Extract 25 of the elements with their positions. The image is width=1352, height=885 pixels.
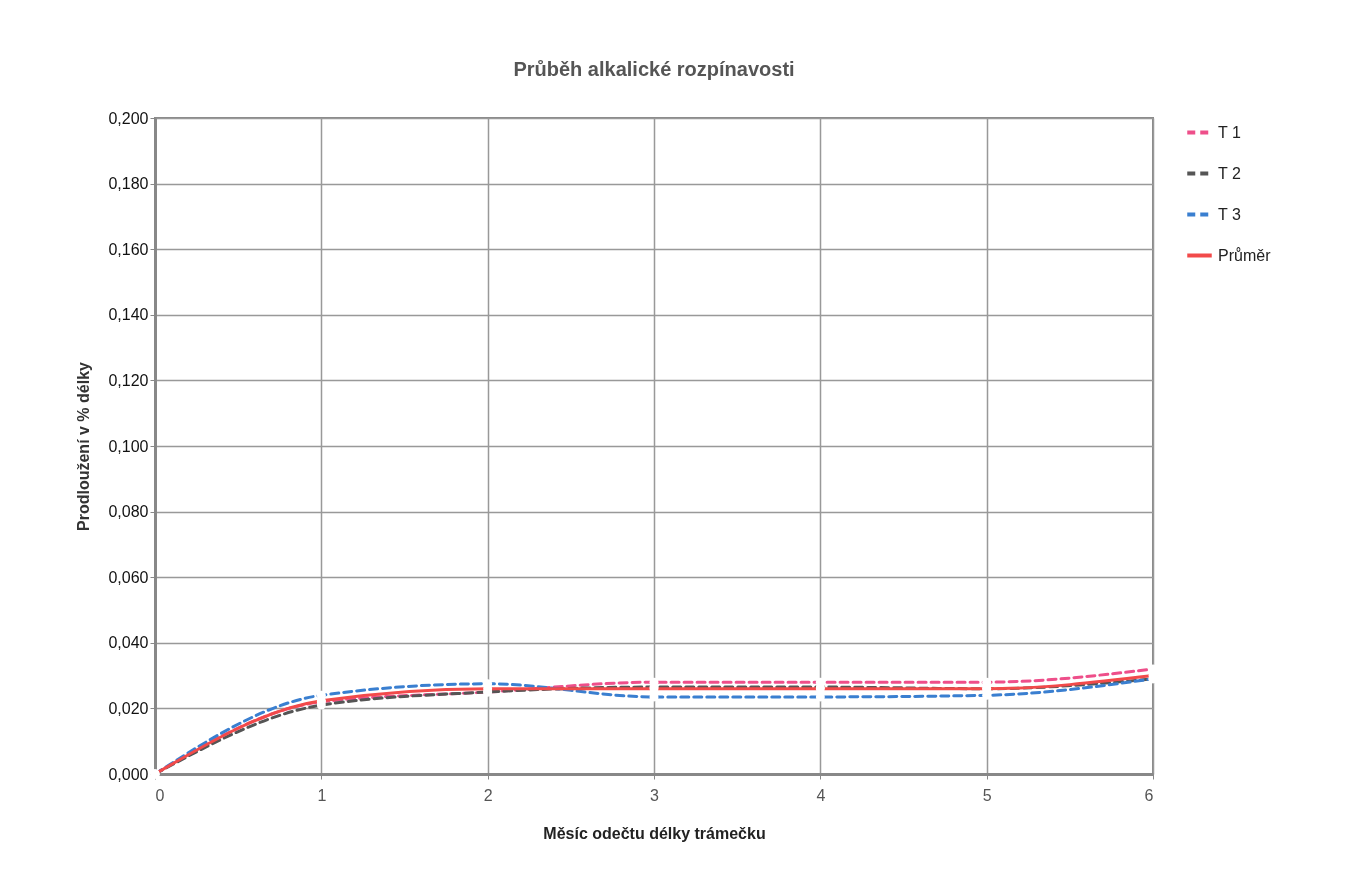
legend-label: T 2 — [1218, 164, 1241, 182]
legend-label: T 3 — [1218, 205, 1241, 223]
x-axis-title: Měsíc odečtu délky trámečku — [543, 824, 766, 842]
y-tick-label: 0,040 — [108, 634, 149, 652]
x-tick-label: 2 — [483, 786, 493, 804]
x-tick-label: 0 — [155, 786, 165, 804]
legend-label: Průměr — [1218, 246, 1272, 264]
y-tick-label: 0,080 — [108, 503, 149, 521]
y-tick-label: 0,000 — [108, 765, 149, 783]
legend-label: T 1 — [1218, 123, 1241, 141]
x-tick-label: 4 — [816, 786, 826, 804]
y-tick-label: 0,200 — [108, 109, 149, 127]
y-tick-label: 0,140 — [108, 306, 149, 324]
y-tick-label: 0,180 — [108, 175, 149, 193]
y-tick-label: 0,060 — [108, 568, 149, 586]
x-tick-label: 3 — [650, 786, 660, 804]
x-tick-label: 5 — [982, 786, 992, 804]
x-tick-label: 6 — [1144, 786, 1154, 804]
y-tick-label: 0,100 — [108, 437, 149, 455]
y-axis-title: Prodloužení v % délky — [75, 361, 93, 531]
y-tick-label: 0,160 — [108, 240, 149, 258]
y-tick-label: 0,020 — [108, 699, 149, 717]
y-tick-label: 0,120 — [108, 371, 149, 389]
x-tick-label: 1 — [317, 786, 327, 804]
chart-title: Průběh alkalické rozpínavosti — [513, 58, 795, 80]
